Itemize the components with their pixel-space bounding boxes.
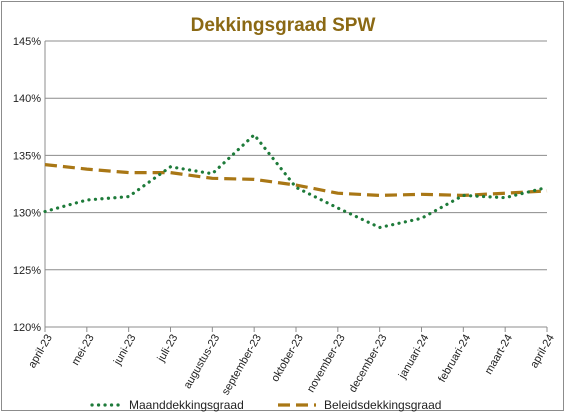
x-tick-label: september-23 bbox=[220, 332, 264, 397]
x-tick-label: januari-24 bbox=[396, 332, 431, 381]
x-tick-label: maart-24 bbox=[483, 332, 515, 376]
y-tick-label: 140% bbox=[13, 93, 41, 105]
y-tick-labels: 120% 125% 130% 135% 140% 145% bbox=[13, 36, 41, 334]
x-tick-label: juli-23 bbox=[155, 332, 181, 364]
legend-label-maanddekkingsgraad: Maanddekkingsgraad bbox=[129, 398, 244, 412]
y-tick-label: 135% bbox=[13, 150, 41, 162]
axes bbox=[44, 41, 548, 332]
x-tick-label: mei-23 bbox=[70, 332, 97, 367]
x-tick-label: november-23 bbox=[305, 332, 348, 394]
y-tick-label: 125% bbox=[13, 265, 41, 277]
x-tick-label: juni-23 bbox=[111, 332, 138, 367]
x-tick-label: april-23 bbox=[26, 332, 55, 370]
y-tick-label: 120% bbox=[13, 322, 41, 334]
x-tick-label: februari-24 bbox=[436, 332, 473, 384]
x-tick-label: augustus-23 bbox=[182, 332, 223, 390]
y-tick-label: 130% bbox=[13, 208, 41, 220]
legend-label-beleidsdekkingsgraad: Beleidsdekkingsgraad bbox=[324, 398, 441, 412]
series-line-beleidsdekkingsgraad bbox=[44, 163, 548, 197]
y-tick-label: 145% bbox=[13, 36, 41, 48]
x-tick-label: oktober-23 bbox=[269, 332, 306, 384]
series-line-maanddekkingsgraad bbox=[43, 133, 549, 230]
chart-title: Dekkingsgraad SPW bbox=[191, 15, 376, 36]
x-tick-labels: april-23 mei-23 juni-23 juli-23 augustus-23s… bbox=[26, 332, 557, 397]
series-lines bbox=[43, 133, 549, 230]
legend: Maanddekkingsgraad Beleidsdekkingsgraad bbox=[90, 398, 441, 412]
x-tick-label: december-23 bbox=[347, 332, 390, 394]
x-tick-label: april-24 bbox=[528, 332, 557, 370]
